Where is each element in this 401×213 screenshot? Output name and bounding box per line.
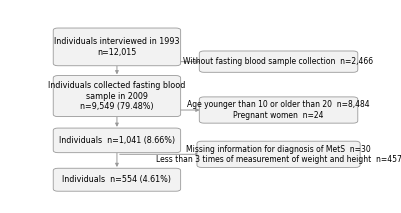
Text: Individuals  n=554 (4.61%): Individuals n=554 (4.61%): [63, 175, 172, 184]
FancyBboxPatch shape: [53, 76, 181, 117]
Text: Individuals interviewed in 1993
n=12,015: Individuals interviewed in 1993 n=12,015: [54, 37, 180, 57]
Text: Individuals  n=1,041 (8.66%): Individuals n=1,041 (8.66%): [59, 136, 175, 145]
FancyBboxPatch shape: [197, 141, 360, 167]
FancyBboxPatch shape: [199, 97, 358, 123]
FancyBboxPatch shape: [199, 51, 358, 72]
FancyBboxPatch shape: [53, 28, 181, 66]
FancyBboxPatch shape: [53, 168, 181, 191]
FancyBboxPatch shape: [53, 128, 181, 153]
Text: Missing information for diagnosis of MetS  n=30
Less than 3 times of measurement: Missing information for diagnosis of Met…: [156, 145, 401, 164]
Text: Without fasting blood sample collection  n=2,466: Without fasting blood sample collection …: [184, 57, 374, 66]
Text: Age younger than 10 or older than 20  n=8,484
Pregnant women  n=24: Age younger than 10 or older than 20 n=8…: [187, 100, 370, 120]
Text: Individuals collected fasting blood
sample in 2009
n=9,549 (79.48%): Individuals collected fasting blood samp…: [48, 81, 186, 111]
